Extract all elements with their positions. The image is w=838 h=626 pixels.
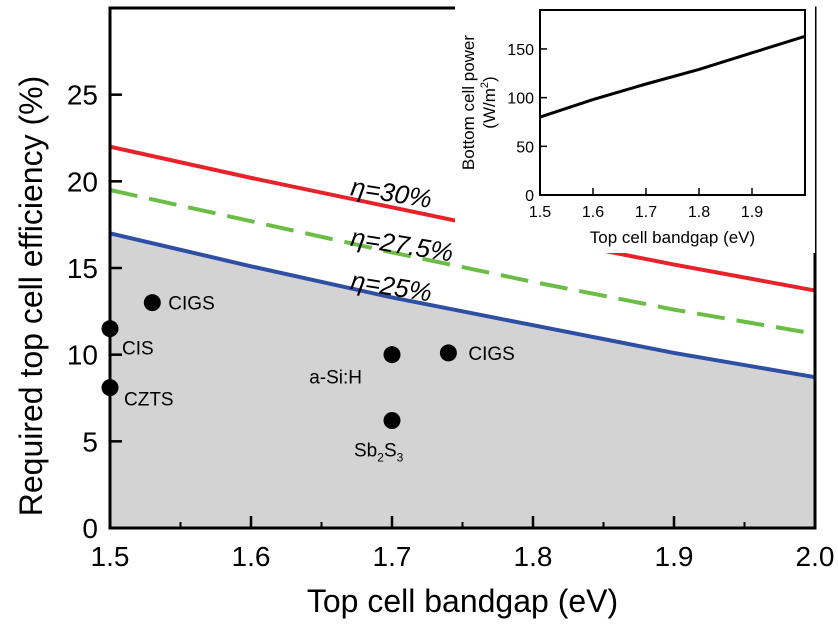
- sb2s3-part-sub1: 2: [377, 451, 384, 465]
- inset-series-line: [539, 34, 806, 119]
- inset-plot: 1.5 1.6 1.7 1.8 1.9 0 50 100 150 Top cell bandgap…: [455, 3, 815, 253]
- inset-y-unit-close: ): [480, 76, 499, 82]
- y-tick-label: 15: [67, 253, 98, 284]
- inset-y-tick-label: 150: [507, 42, 534, 59]
- y-tick-label: 5: [82, 426, 98, 457]
- sb2s3-part-s: S: [384, 441, 397, 462]
- y-tick-label: 20: [67, 166, 98, 197]
- inset-x-tick-label: 1.9: [741, 204, 763, 221]
- series-line-eta-27-5: [109, 188, 816, 336]
- y-tick-label: 25: [67, 80, 98, 111]
- y-tick-label: 0: [82, 513, 98, 544]
- point-label-cigs-1: CIGS: [168, 294, 214, 315]
- point-label-a-si-h: a-Si:H: [309, 368, 362, 389]
- inset-x-axis-label: Top cell bandgap (eV): [590, 228, 755, 247]
- point-label-cis: CIS: [122, 339, 154, 360]
- inset-x-tick-label: 1.6: [582, 204, 604, 221]
- series-label-eta-30: η=30%: [349, 171, 434, 213]
- inset-y-tick-label: 50: [516, 139, 534, 156]
- x-tick-label: 1.5: [91, 541, 130, 572]
- inset-x-tick-label: 1.5: [529, 204, 551, 221]
- inset-y-unit-sup: 2: [479, 82, 491, 88]
- inset-y-tick-label: 0: [525, 188, 534, 205]
- inset-y-unit: (W/m: [480, 88, 499, 129]
- point-label-cigs-2: CIGS: [468, 344, 514, 365]
- inset-frame: [539, 9, 806, 196]
- point-label-sb2s3: Sb2S3: [354, 441, 404, 465]
- point-sb2s3: [383, 412, 401, 430]
- point-cigs-1: [143, 294, 161, 312]
- point-a-si-h: [383, 346, 401, 364]
- inset-y-axis-label-line2: (W/m2): [479, 76, 499, 128]
- sb2s3-part-sub2: 3: [397, 451, 404, 465]
- x-tick-label: 1.9: [655, 541, 694, 572]
- shaded-region: [110, 233, 815, 529]
- inset-y-tick-label: 100: [507, 91, 534, 108]
- y-tick-label: 10: [67, 340, 98, 371]
- point-label-czts: CZTS: [124, 390, 174, 411]
- inset-x-tick-label: 1.8: [688, 204, 710, 221]
- x-tick-label: 1.6: [232, 541, 271, 572]
- y-axis-label: Required top cell efficiency (%): [13, 76, 49, 517]
- x-tick-label: 2.0: [796, 541, 835, 572]
- x-tick-label: 1.8: [514, 541, 553, 572]
- x-axis-label: Top cell bandgap (eV): [307, 583, 618, 619]
- inset-background: [455, 3, 815, 253]
- sb2s3-part-sb: Sb: [354, 441, 377, 462]
- point-cigs-2: [439, 344, 457, 362]
- inset-x-tick-label: 1.7: [635, 204, 657, 221]
- series-line-eta-25: [109, 231, 816, 380]
- inset-y-axis-label-line1: Bottom cell power: [459, 35, 478, 170]
- series-label-eta-27-5: η=27.5%: [349, 222, 456, 268]
- x-tick-label: 1.7: [373, 541, 412, 572]
